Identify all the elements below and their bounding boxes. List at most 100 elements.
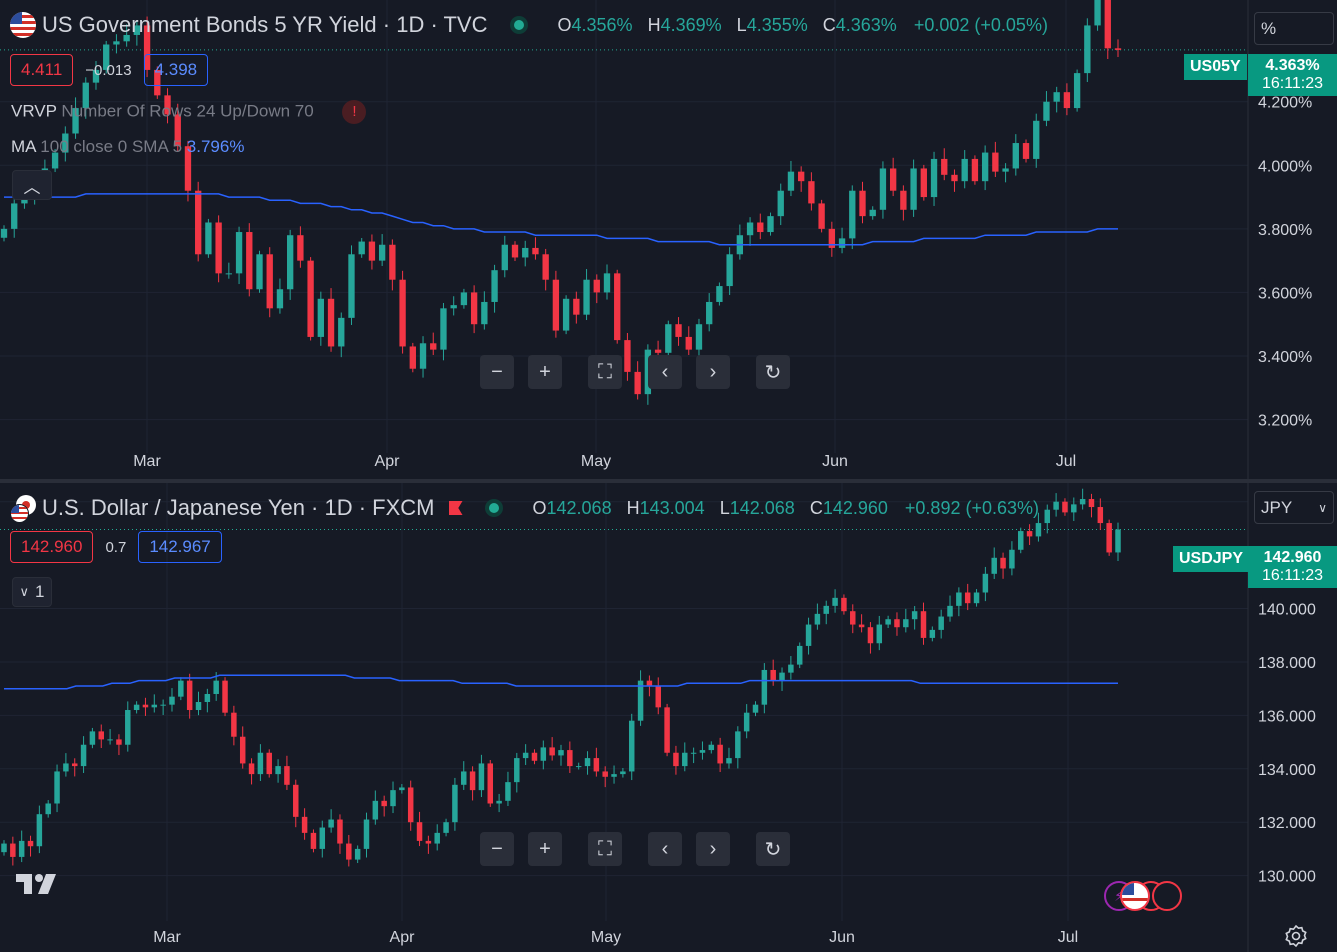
- chart1-candle-body: [372, 800, 379, 820]
- chart1-candle-body: [407, 787, 414, 823]
- chart1-candle-body: [947, 605, 953, 617]
- us05y-spread: −0.013: [85, 61, 132, 79]
- chart1-candle-body: [390, 790, 396, 807]
- event-bubbles-icon[interactable]: ⚡: [1104, 881, 1182, 911]
- chart1-candle-body: [10, 843, 16, 857]
- chart0-candle-body: [164, 95, 171, 115]
- zoom-out-button[interactable]: −: [480, 355, 514, 389]
- chart0-y-tick-label: 3.800%: [1258, 222, 1312, 239]
- usdjpy-sell-button[interactable]: 142.960: [10, 531, 94, 563]
- chart1-candle-body: [850, 611, 856, 625]
- pane-divider[interactable]: [0, 479, 1337, 483]
- reset-chart-button[interactable]: ↻: [756, 832, 790, 866]
- us05y-sell-button[interactable]: 4.411: [10, 54, 74, 86]
- usdjpy-symbol-tag: USDJPY: [1173, 546, 1250, 572]
- fullscreen-button[interactable]: ⛶: [588, 355, 622, 389]
- chart0-candle-body: [695, 324, 703, 350]
- scroll-left-button[interactable]: ‹: [648, 832, 682, 866]
- chart1-y-tick-label: 132.000: [1258, 815, 1316, 832]
- scroll-right-button[interactable]: ›: [696, 355, 730, 389]
- reset-chart-button[interactable]: ↻: [756, 355, 790, 389]
- usdjpy-chart-canvas[interactable]: 144.000140.000138.000136.000134.000132.0…: [0, 483, 1337, 952]
- chart0-candle-body: [266, 254, 273, 309]
- chart1-candle-body: [1000, 557, 1006, 569]
- chart1-candle-body: [239, 736, 246, 764]
- chart0-candle-body: [103, 44, 110, 70]
- legend-collapse-button[interactable]: ︿: [12, 170, 52, 200]
- fullscreen-button[interactable]: ⛶: [588, 832, 622, 866]
- chart1-candle-body: [823, 605, 829, 614]
- chart1-candle-body: [1009, 549, 1015, 569]
- us05y-unit-selector[interactable]: %: [1254, 12, 1334, 45]
- chart1-candle-body: [346, 843, 352, 860]
- settings-gear-icon[interactable]: [1284, 924, 1308, 948]
- chart0-candle-body: [256, 254, 263, 290]
- chart1-x-tick-label: Mar: [153, 929, 181, 946]
- usdjpy-chart-pane[interactable]: 144.000140.000138.000136.000134.000132.0…: [0, 483, 1337, 952]
- chart0-candle-body: [522, 247, 529, 258]
- chart1-candle-body: [1018, 531, 1024, 550]
- usdjpy-unit-selector[interactable]: JPY ∨: [1254, 491, 1334, 524]
- chart0-candle-body: [665, 324, 672, 353]
- chart0-candle-body: [798, 171, 805, 182]
- us05y-chart-canvas[interactable]: 4.200% 4.000% 3.800% 3.600% 3.400% 3.200% Mar A…: [0, 0, 1337, 479]
- vrvp-indicator-legend[interactable]: VRVP Number Of Rows 24 Up/Down 70 !: [11, 100, 367, 124]
- chart1-candle-body: [761, 669, 768, 705]
- scroll-left-button[interactable]: ‹: [648, 355, 682, 389]
- chart1-candle-body: [991, 557, 997, 574]
- chart0-candle-body: [1053, 92, 1060, 102]
- chart1-candle-body: [708, 744, 715, 751]
- us05y-buy-button[interactable]: 4.398: [143, 54, 209, 86]
- ma-indicator-legend[interactable]: MA 100 close 0 SMA 5 3.796%: [11, 137, 245, 156]
- chart1-candle-body: [416, 822, 423, 841]
- chart1-candle-body: [620, 771, 626, 775]
- chart1-candle-body: [911, 611, 918, 620]
- chart0-candle-body: [0, 228, 8, 238]
- usdjpy-title[interactable]: U.S. Dollar / Japanese Yen · 1D · FXCM: [42, 495, 435, 520]
- chart0-candle-body: [358, 241, 365, 255]
- chart0-candle-body: [154, 69, 161, 96]
- chart1-candle-body: [169, 696, 175, 705]
- chart0-candle-body: [726, 254, 733, 287]
- chart1-candle-body: [160, 704, 166, 706]
- chart0-candle-body: [838, 238, 846, 248]
- us05y-chart-pane[interactable]: 4.200% 4.000% 3.800% 3.600% 3.400% 3.200% Mar A…: [0, 0, 1337, 479]
- chart1-x-tick-label: Apr: [390, 929, 416, 946]
- chart1-candle-body: [540, 747, 547, 761]
- chart0-y-tick-label: 3.200%: [1258, 413, 1312, 430]
- chart0-candle-body: [92, 69, 100, 83]
- chevron-down-icon: ∨: [1318, 501, 1327, 515]
- chart0-candle-body: [542, 254, 549, 280]
- warning-icon[interactable]: !: [342, 100, 367, 124]
- us05y-title[interactable]: US Government Bonds 5 YR Yield · 1D · TV…: [42, 12, 488, 37]
- legend-expand-button[interactable]: ∨ 1: [12, 577, 52, 607]
- chart1-candle-body: [399, 787, 405, 791]
- chart1-candle-body: [54, 771, 60, 804]
- zoom-in-button[interactable]: +: [528, 355, 562, 389]
- zoom-in-button[interactable]: +: [528, 832, 562, 866]
- chart1-candle-body: [602, 771, 608, 777]
- chart0-candle-body: [746, 222, 754, 236]
- chart0-candle-body: [889, 168, 897, 191]
- chart1-candle-body: [337, 819, 343, 844]
- collapsed-indicator-count: 1: [35, 582, 45, 601]
- chart1-candle-body: [743, 712, 750, 732]
- chart0-candle-body: [593, 279, 600, 293]
- chart1-y-tick-label: 136.000: [1258, 708, 1316, 725]
- tradingview-logo[interactable]: [16, 870, 62, 898]
- chart0-candle-body: [348, 254, 355, 318]
- zoom-out-button[interactable]: −: [480, 832, 514, 866]
- flag-marker-icon[interactable]: [448, 501, 463, 515]
- scroll-right-button[interactable]: ›: [696, 832, 730, 866]
- chart1-candle-body: [222, 680, 228, 713]
- chart1-candle-body: [107, 739, 113, 741]
- usdjpy-last-price-tag: 142.960 16:11:23: [1248, 546, 1337, 588]
- chart1-candle-body: [328, 819, 334, 828]
- chart1-candle-body: [89, 731, 96, 745]
- chart0-x-tick-label: Mar: [133, 453, 161, 470]
- chart0-candle-body: [1084, 25, 1091, 74]
- chart0-candle-body: [1033, 120, 1040, 159]
- usdjpy-buy-button[interactable]: 142.967: [138, 531, 222, 563]
- chart1-candle-body: [496, 800, 502, 804]
- chart0-candle-body: [72, 108, 79, 134]
